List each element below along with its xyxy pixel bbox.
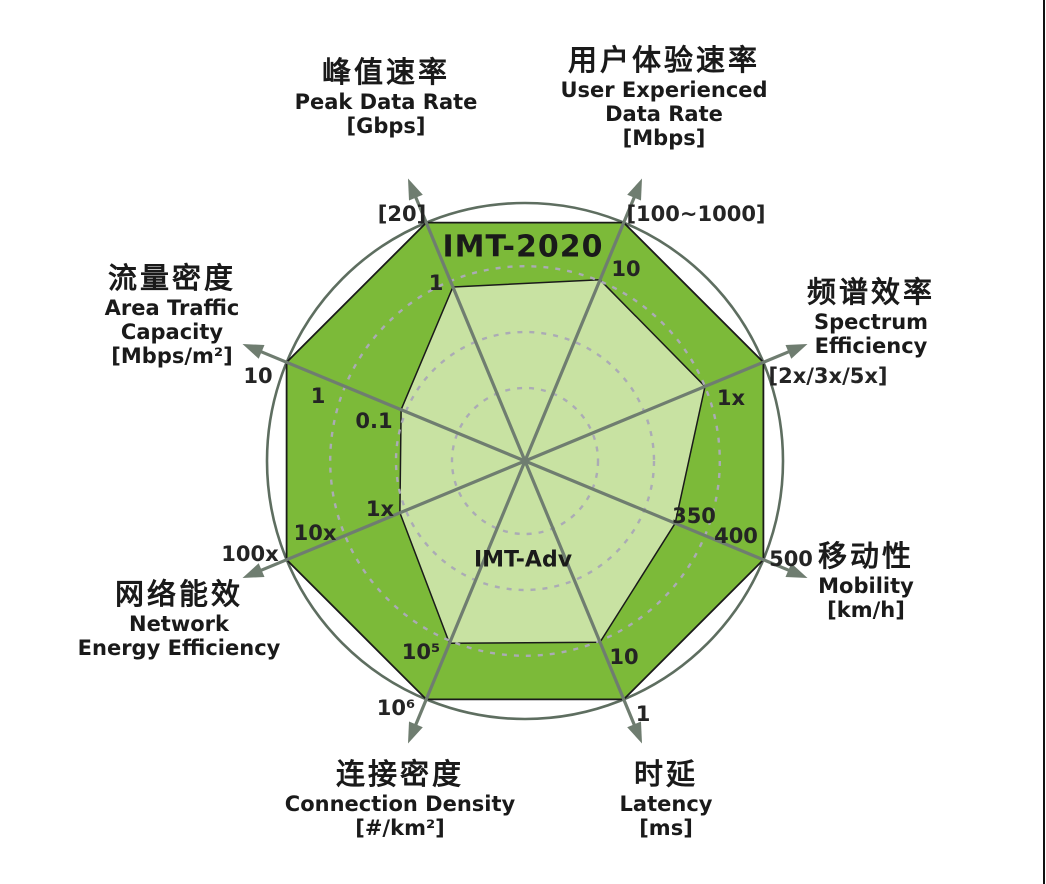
axis-unit: [Mbps] [622,125,706,150]
tick-label-connection-density: 10⁶ [376,696,416,720]
axis-title-en: Latency [619,792,713,817]
axis-title-cn: 流量密度 [107,261,236,295]
axis-title-peak-data-rate: 峰值速率 Peak Data Rate [Gbps] [295,56,478,139]
page-edge-line [1043,0,1045,884]
axis-line-latency [523,460,638,729]
tick-label-area-traffic-capacity: 10 [243,364,273,388]
axis-title-cn: 连接密度 [335,757,464,791]
axis-title-cn: 峰值速率 [321,55,451,89]
grid-ring [394,330,656,592]
grid-ring [329,265,721,657]
axis-title-en: Spectrum [813,310,929,335]
tick-label-user-experienced-data-rate: [100~1000] [626,202,766,226]
axis-title-network-energy-efficiency: 网络能效 Network Energy Efficiency [78,578,281,661]
series-label-imt-adv: IMT-Adv [473,547,573,573]
axis-arrowhead-area-traffic-capacity [242,344,265,359]
axis-title-latency: 时延 Latency [ms] [620,758,713,841]
tick-label-mobility: 400 [714,524,758,548]
axis-arrowhead-peak-data-rate [408,178,423,201]
axis-title-cn: 时延 [633,757,699,791]
tick-label-mobility: 500 [769,547,813,571]
axis-arrowhead-user-experienced-data-rate [627,178,642,201]
tick-label-area-traffic-capacity: 1 [310,384,326,408]
axis-title-spectrum-efficiency: 频谱效率 Spectrum Efficiency [807,276,935,359]
axis-title-cn: 网络能效 [114,577,244,611]
axis-line-connection-density [412,460,527,729]
axis-title-area-traffic-capacity: 流量密度 Area Traffic Capacity [Mbps/m²] [105,262,240,368]
axis-arrowhead-spectrum-efficiency [785,344,808,359]
tick-label-connection-density: 10⁵ [401,640,441,664]
tick-label-network-energy-efficiency: 1x [365,497,395,521]
axis-title-mobility: 移动性 Mobility [km/h] [818,540,914,623]
axis-unit: [km/h] [827,597,905,622]
axis-title-en: Connection Density [284,792,516,817]
axis-arrowhead-network-energy-efficiency [242,563,265,578]
series-label-imt2020: IMT-2020 [442,229,604,265]
tick-label-peak-data-rate: 1 [428,271,444,295]
axis-arrowhead-mobility [785,563,808,578]
axis-title-en: Area Traffic [104,296,240,321]
axis-title-en: Data Rate [605,101,723,126]
tick-label-network-energy-efficiency: 100x [221,542,279,566]
axis-line-peak-data-rate [412,193,527,462]
tick-label-spectrum-efficiency: 1x [716,386,746,410]
axis-title-en: Efficiency [814,333,928,358]
axis-title-cn: 用户体验速率 [567,43,761,77]
axis-arrowhead-latency [627,721,642,744]
tick-label-latency: 1 [635,702,651,726]
axis-title-en: Energy Efficiency [77,635,281,660]
axis-line-spectrum-efficiency [524,348,793,463]
axis-title-user-experienced-data-rate: 用户体验速率 User Experienced Data Rate [Mbps] [560,44,767,150]
tick-label-spectrum-efficiency: [2x/3x/5x] [768,364,888,388]
grid-ring [450,386,600,536]
axis-title-cn: 移动性 [817,539,915,573]
axis-unit: [ms] [639,815,693,840]
axis-line-user-experienced-data-rate [523,193,638,462]
tick-label-user-experienced-data-rate: 10 [611,257,641,281]
axis-arrowhead-connection-density [408,721,423,744]
axis-unit: [#/km²] [355,815,445,840]
axis-title-en: Peak Data Rate [294,90,478,115]
axis-line-area-traffic-capacity [257,348,526,463]
axis-title-en: User Experienced [560,78,768,103]
tick-label-peak-data-rate: [20] [377,202,427,226]
tick-label-network-energy-efficiency: 10x [293,521,337,545]
tick-label-latency: 10 [609,645,639,669]
axis-line-network-energy-efficiency [257,459,526,574]
tick-label-mobility: 350 [672,504,716,528]
axis-line-mobility [524,459,793,574]
axis-title-cn: 频谱效率 [806,275,936,309]
axis-unit: [Mbps/m²] [111,343,233,368]
outer-circle [265,201,785,721]
axis-unit: [Gbps] [346,113,426,138]
axis-title-en: Capacity [120,319,224,344]
axis-title-en: Network [128,612,230,637]
tick-label-area-traffic-capacity: 0.1 [355,409,393,433]
axis-title-en: Mobility [818,574,914,599]
axis-title-connection-density: 连接密度 Connection Density [#/km²] [285,758,515,841]
